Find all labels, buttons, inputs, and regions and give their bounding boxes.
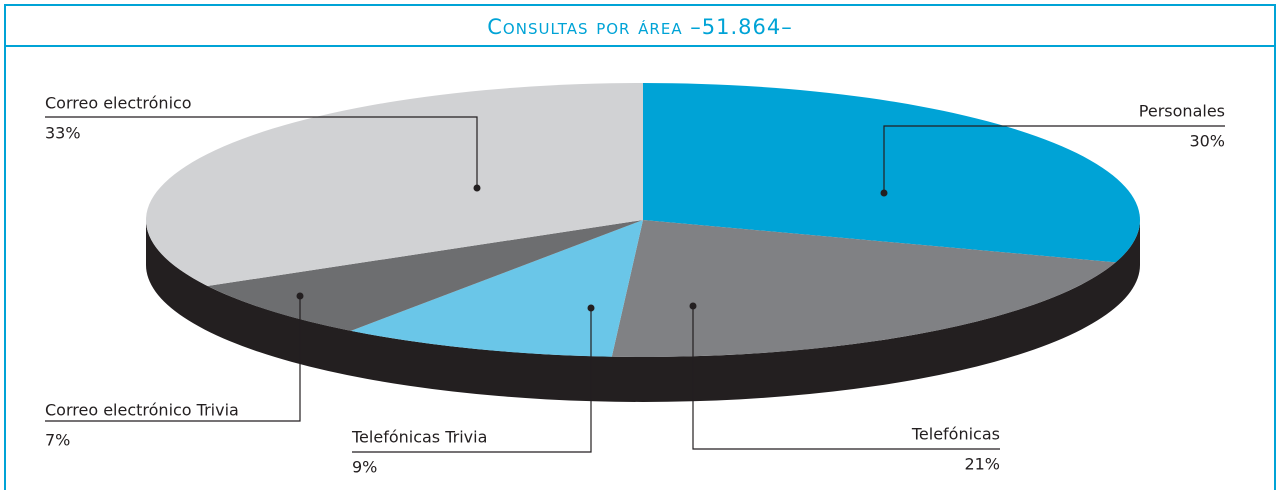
value-label: 7% (45, 431, 70, 450)
value-label: 9% (352, 458, 377, 477)
leader-line (45, 296, 301, 422)
leader-line (45, 116, 478, 188)
chart-title: Consultas por área –51.864– (487, 15, 792, 39)
slice-label: Personales (1139, 102, 1225, 121)
pie-slice (146, 83, 643, 287)
pie-slice (207, 220, 643, 331)
leader-line (692, 306, 1000, 450)
pie-slice (611, 220, 1116, 358)
slice-label: Telefónicas Trivia (351, 428, 487, 447)
pie-slice (350, 220, 643, 357)
leader-line (352, 308, 592, 453)
value-label: 30% (1189, 132, 1225, 151)
slice-label: Correo electrónico (45, 94, 192, 113)
slice-label: Telefónicas (911, 425, 1000, 444)
slice-label: Correo electrónico Trivia (45, 401, 239, 420)
value-label: 33% (45, 124, 81, 143)
leader-line (883, 125, 1225, 193)
frame (4, 4, 1276, 490)
pie-side (146, 220, 1140, 402)
pie-slice (643, 83, 1140, 263)
value-label: 21% (964, 455, 1000, 474)
